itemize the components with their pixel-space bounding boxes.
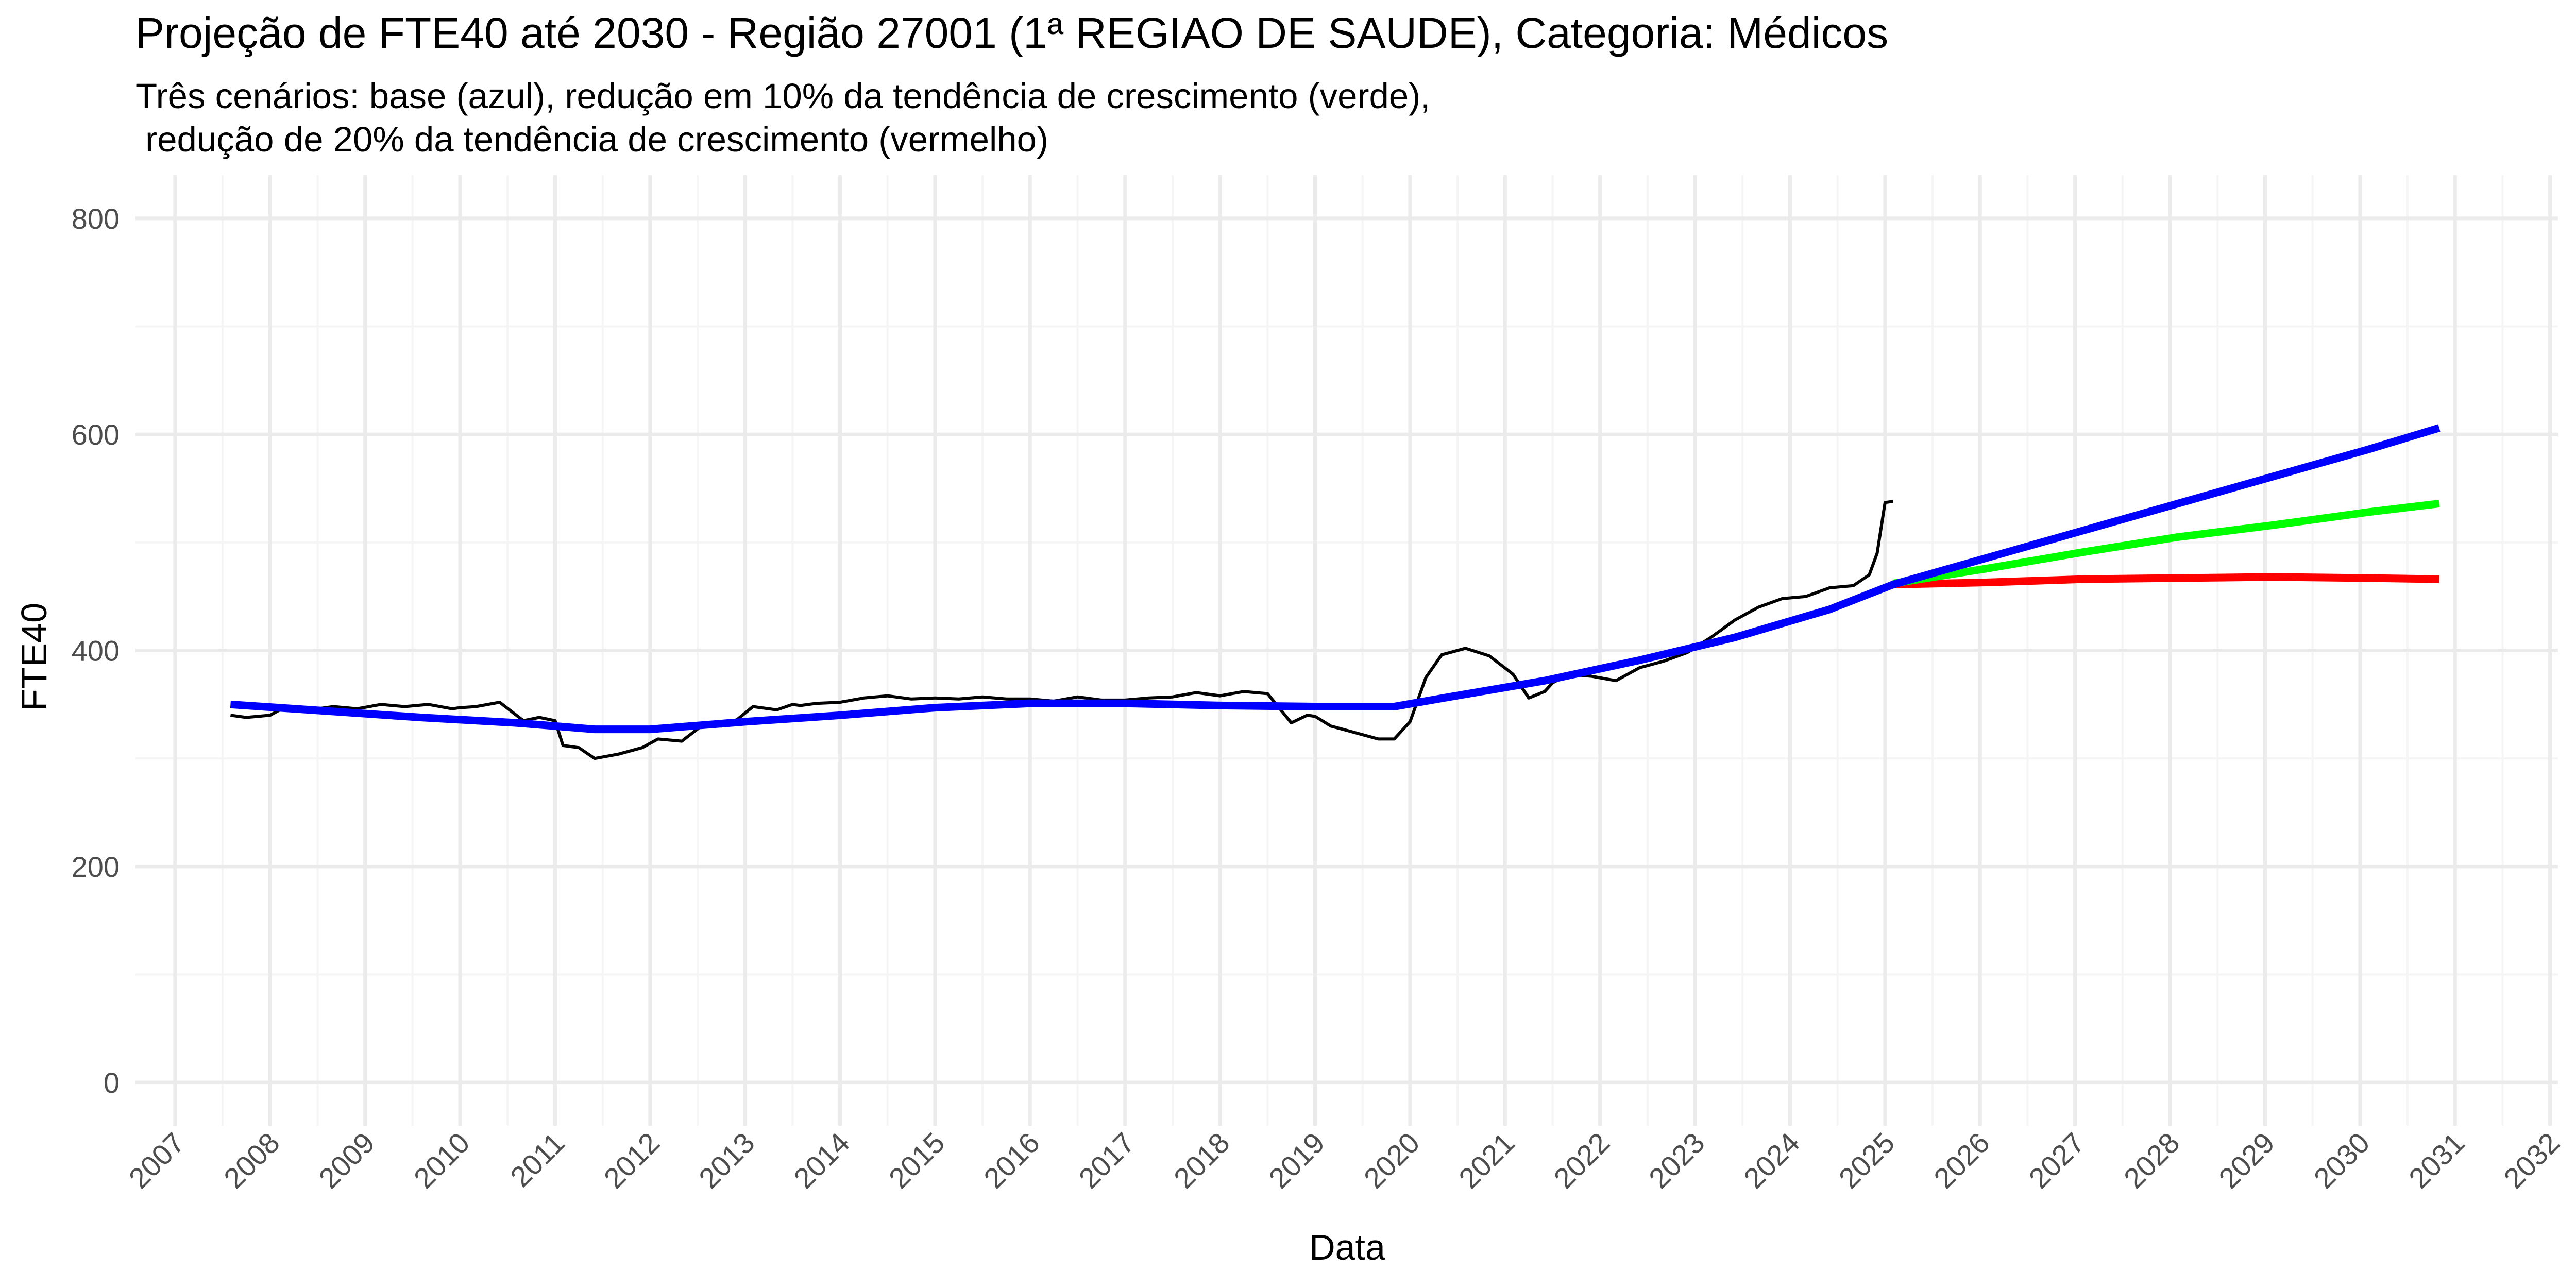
x-tick-label: 2027	[2023, 1126, 2091, 1195]
x-tick-label: 2026	[1927, 1126, 1996, 1195]
x-tick-label: 2023	[1642, 1126, 1711, 1195]
chart-subtitle: Três cenários: base (azul), redução em 1…	[135, 76, 1431, 159]
series-line-base	[230, 424, 2441, 734]
x-tick-label: 2030	[2308, 1126, 2376, 1195]
x-tick-label: 2018	[1167, 1126, 1236, 1195]
x-tick-label: 2025	[1833, 1126, 1901, 1195]
x-tick-label: 2011	[504, 1126, 571, 1193]
x-tick-label: 2016	[977, 1126, 1046, 1195]
x-tick-label: 2029	[2212, 1126, 2281, 1195]
chart-title: Projeção de FTE40 até 2030 - Região 2700…	[135, 9, 1889, 57]
x-tick-label: 2019	[1262, 1126, 1331, 1195]
y-tick-label: 0	[104, 1066, 120, 1099]
x-tick-label: 2028	[2117, 1126, 2186, 1195]
series-line-reduction-20	[1893, 573, 2439, 589]
x-tick-label: 2007	[123, 1126, 191, 1195]
x-tick-labels: 2007 2008 2009 2010 2011 2012 2013 2014 2015 2016…	[123, 1126, 2566, 1195]
series-line-reduction-10	[1892, 499, 2440, 587]
x-tick-label: 2012	[598, 1126, 666, 1195]
x-tick-label: 2013	[692, 1126, 761, 1195]
x-tick-label: 2014	[787, 1126, 856, 1195]
y-tick-label: 400	[72, 635, 120, 667]
x-tick-label: 2021	[1452, 1126, 1521, 1195]
x-tick-label: 2017	[1073, 1126, 1141, 1195]
x-tick-label: 2024	[1737, 1126, 1806, 1195]
x-tick-label: 2015	[883, 1126, 951, 1195]
y-tick-label: 600	[72, 418, 120, 451]
major-gridlines	[135, 175, 2558, 1126]
x-tick-label: 2009	[312, 1126, 381, 1195]
x-tick-label: 2020	[1358, 1126, 1426, 1195]
y-tick-labels: 0 200 400 600 800	[72, 202, 120, 1099]
x-tick-label: 2032	[2497, 1126, 2566, 1195]
y-tick-label: 200	[72, 851, 120, 883]
x-tick-label: 2010	[408, 1126, 476, 1195]
x-axis-title: Data	[1309, 1227, 1385, 1267]
x-tick-label: 2031	[2402, 1126, 2471, 1195]
y-axis-title: FTE40	[14, 603, 54, 711]
x-tick-label: 2008	[217, 1126, 286, 1195]
y-tick-label: 800	[72, 202, 120, 235]
x-tick-label: 2022	[1548, 1126, 1616, 1195]
series-lines	[230, 424, 2441, 760]
